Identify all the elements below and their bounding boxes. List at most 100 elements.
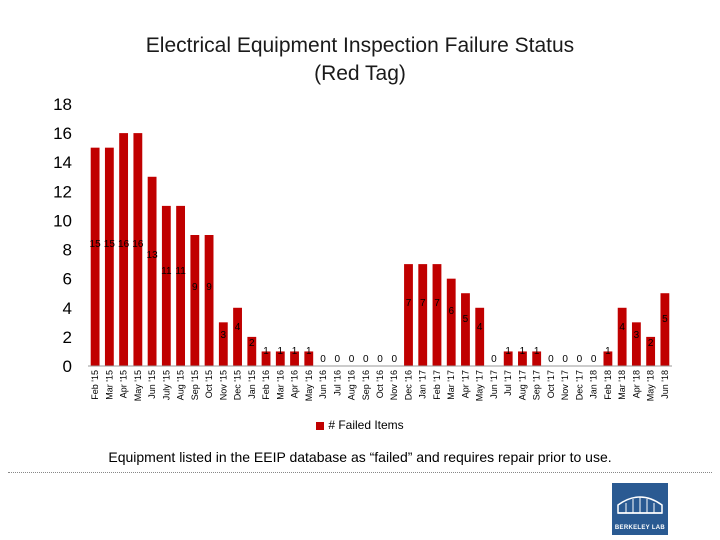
x-tick-label: Mar '15 bbox=[104, 370, 114, 400]
x-tick-label: Mar '16 bbox=[275, 370, 285, 400]
bar bbox=[247, 336, 257, 366]
y-tick-label: 12 bbox=[53, 182, 72, 201]
x-tick-label: Oct '17 bbox=[546, 370, 556, 398]
bar bbox=[518, 351, 527, 366]
x-tick-label: May '18 bbox=[646, 370, 656, 401]
chart-title-line1: Electrical Equipment Inspection Failure … bbox=[145, 34, 575, 57]
x-tick-label: Jan '17 bbox=[418, 370, 428, 399]
data-label: 3 bbox=[221, 330, 227, 341]
berkeley-lab-logo: BERKELEY LAB bbox=[612, 483, 668, 535]
bar bbox=[204, 235, 214, 366]
x-tick-label: Dec '16 bbox=[403, 370, 413, 400]
x-tick-label: Mar '17 bbox=[446, 370, 456, 400]
bar bbox=[660, 293, 670, 366]
x-tick-label: Oct '15 bbox=[204, 370, 214, 398]
data-label: 15 bbox=[90, 239, 102, 250]
x-tick-label: Sep '15 bbox=[190, 370, 200, 400]
data-label: 0 bbox=[377, 354, 383, 365]
x-axis-ticks: Feb '15 Mar '15 Apr '15 May '15 Jun '15 July … bbox=[90, 370, 670, 401]
data-label: 0 bbox=[349, 354, 355, 365]
x-tick-label: Aug '15 bbox=[176, 370, 186, 400]
data-label: 0 bbox=[391, 354, 397, 365]
chart-title: Electrical Equipment Inspection Failure … bbox=[0, 32, 720, 88]
bar bbox=[617, 307, 627, 366]
y-axis-ticks: 0 2 4 6 8 10 12 14 16 18 bbox=[53, 95, 72, 376]
bar bbox=[261, 351, 271, 366]
x-tick-label: May '16 bbox=[304, 370, 314, 401]
y-tick-label: 4 bbox=[63, 299, 72, 318]
x-tick-label: Feb '16 bbox=[261, 370, 271, 400]
data-label: 1 bbox=[534, 346, 540, 357]
bar bbox=[461, 293, 470, 366]
bar bbox=[147, 176, 157, 366]
x-tick-label: Apr '15 bbox=[119, 370, 129, 398]
data-label: 1 bbox=[278, 346, 284, 357]
x-tick-label: May '17 bbox=[475, 370, 485, 401]
data-label: 0 bbox=[491, 354, 497, 365]
data-label: 1 bbox=[263, 346, 269, 357]
x-tick-label: Feb '15 bbox=[90, 370, 100, 400]
data-label: 7 bbox=[406, 298, 412, 309]
bar bbox=[190, 235, 200, 366]
data-label: 0 bbox=[334, 354, 340, 365]
x-tick-label: Jul '16 bbox=[332, 370, 342, 396]
x-tick-label: Jan '18 bbox=[589, 370, 599, 399]
bar bbox=[404, 264, 413, 366]
legend-swatch bbox=[316, 421, 325, 430]
x-tick-label: Jan '15 bbox=[247, 370, 257, 399]
data-label: 4 bbox=[235, 322, 241, 333]
bar bbox=[631, 322, 641, 366]
x-tick-label: Jun '16 bbox=[318, 370, 328, 399]
y-tick-label: 18 bbox=[53, 95, 72, 114]
x-tick-label: Mar '18 bbox=[617, 370, 627, 400]
data-label: 4 bbox=[619, 322, 625, 333]
data-label: 7 bbox=[420, 298, 426, 309]
bar bbox=[304, 351, 314, 366]
data-label: 0 bbox=[548, 354, 554, 365]
bar bbox=[161, 205, 171, 366]
bar bbox=[233, 307, 242, 366]
bar bbox=[119, 133, 129, 366]
chart-title-line2: (Red Tag) bbox=[314, 62, 406, 85]
bar bbox=[446, 278, 456, 366]
bar bbox=[90, 147, 100, 366]
y-tick-label: 10 bbox=[53, 211, 72, 230]
data-label: 1 bbox=[605, 346, 611, 357]
data-label: 1 bbox=[292, 346, 298, 357]
data-label: 0 bbox=[363, 354, 369, 365]
bar bbox=[418, 264, 428, 366]
data-label: 1 bbox=[306, 346, 312, 357]
legend-label: # Failed Items bbox=[328, 418, 404, 432]
bar bbox=[176, 205, 186, 366]
data-label: 0 bbox=[577, 354, 583, 365]
x-tick-label: Jul '17 bbox=[503, 370, 513, 396]
data-label: 4 bbox=[477, 322, 483, 333]
x-tick-label: Apr '16 bbox=[290, 370, 300, 398]
x-tick-label: Nov '16 bbox=[389, 370, 399, 400]
logo-text: BERKELEY LAB bbox=[614, 525, 666, 531]
data-label: 16 bbox=[118, 239, 130, 250]
bar bbox=[503, 351, 513, 366]
data-label: 5 bbox=[463, 314, 469, 325]
footer-divider bbox=[8, 472, 712, 473]
x-tick-label: Apr '17 bbox=[460, 370, 470, 398]
x-tick-label: May '15 bbox=[133, 370, 143, 401]
data-label: 5 bbox=[662, 314, 668, 325]
bar bbox=[532, 351, 542, 366]
data-label: 0 bbox=[562, 354, 568, 365]
bar bbox=[290, 351, 299, 366]
data-label: 2 bbox=[249, 338, 255, 349]
bar bbox=[432, 264, 442, 366]
data-label: 11 bbox=[175, 266, 186, 277]
bar bbox=[646, 336, 656, 366]
x-tick-label: Dec '17 bbox=[574, 370, 584, 400]
x-tick-label: Jun '18 bbox=[660, 370, 670, 399]
x-tick-label: Jun '17 bbox=[489, 370, 499, 399]
data-label: 13 bbox=[147, 250, 159, 261]
x-tick-label: Feb '17 bbox=[432, 370, 442, 400]
bar bbox=[475, 307, 485, 366]
x-tick-label: Sep '16 bbox=[361, 370, 371, 400]
y-tick-label: 16 bbox=[53, 124, 72, 143]
